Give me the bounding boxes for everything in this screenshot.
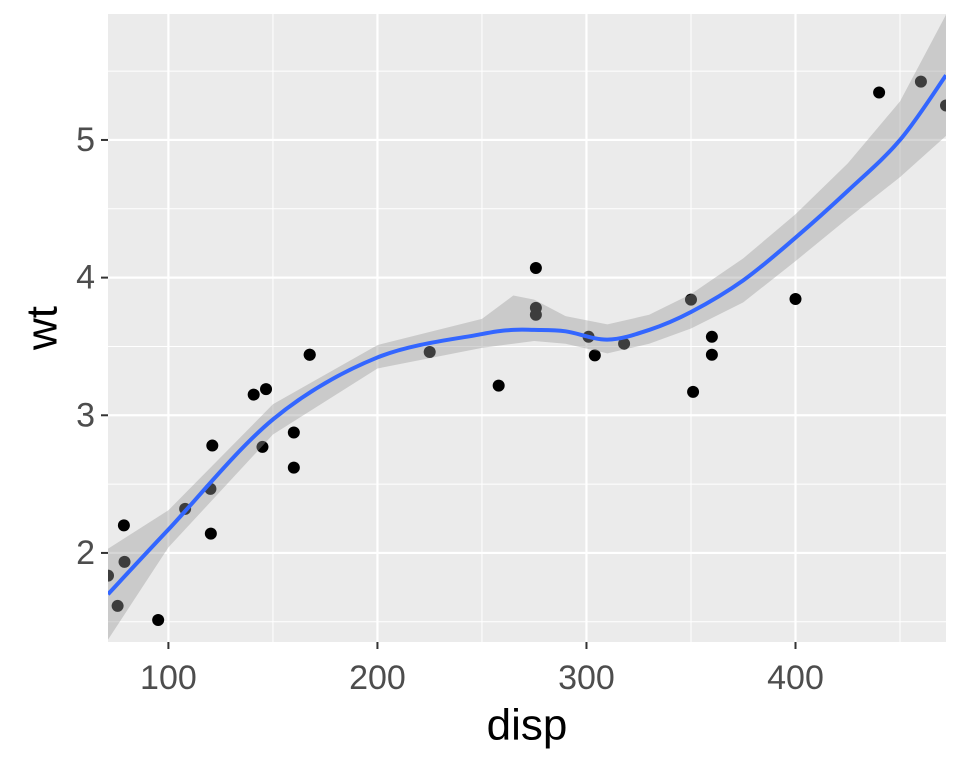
y-tick-label: 4: [76, 259, 95, 297]
point: [873, 86, 886, 99]
point: [204, 527, 217, 540]
x-tick-label: 100: [140, 659, 197, 697]
point: [108, 569, 114, 582]
point: [423, 345, 436, 358]
point: [588, 349, 601, 362]
x-tick-label: 200: [349, 659, 406, 697]
point: [529, 261, 542, 274]
point: [303, 348, 316, 361]
point: [914, 75, 927, 88]
point: [618, 337, 631, 350]
marks: [108, 14, 946, 640]
y-tick-label: 2: [76, 534, 95, 572]
point: [152, 613, 165, 626]
point: [247, 388, 260, 401]
confidence-band: [108, 14, 946, 640]
x-axis-title: disp: [487, 701, 568, 750]
point: [705, 330, 718, 343]
x-tick-label: 400: [767, 659, 824, 697]
y-tick-label: 3: [76, 396, 95, 434]
point: [256, 440, 269, 453]
point: [118, 555, 131, 568]
grid: [108, 14, 946, 642]
point: [287, 426, 300, 439]
x-tick-label: 300: [558, 659, 615, 697]
point: [206, 439, 219, 452]
point: [940, 99, 946, 112]
point: [705, 348, 718, 361]
point: [687, 385, 700, 398]
axes: 100 200 300 400 2 3 4 5: [76, 121, 824, 697]
point: [260, 383, 273, 396]
y-tick-label: 5: [76, 121, 95, 159]
point: [111, 599, 124, 612]
point: [789, 292, 802, 305]
point: [529, 301, 542, 314]
smooth-line: [108, 74, 946, 596]
point: [684, 293, 697, 306]
y-axis-title: wt: [18, 306, 67, 351]
point: [117, 519, 130, 532]
point: [287, 461, 300, 474]
point: [492, 379, 505, 392]
